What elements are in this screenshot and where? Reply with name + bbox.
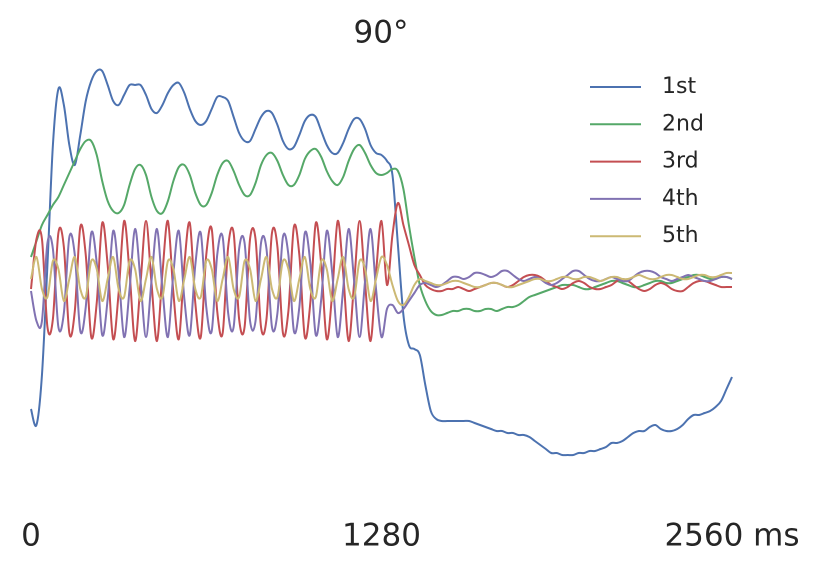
legend-label: 1st xyxy=(662,74,696,99)
series-line xyxy=(30,68,733,457)
chart-title: 90° xyxy=(354,15,409,51)
series-line xyxy=(30,255,733,307)
x-tick-label: 1280 xyxy=(342,518,421,554)
series-line xyxy=(30,201,732,343)
legend-label: 4th xyxy=(662,186,699,211)
series-line xyxy=(30,138,733,317)
x-tick-label: 2560 ms xyxy=(664,518,799,554)
legend-label: 2nd xyxy=(662,111,704,136)
legend-label: 3rd xyxy=(662,149,699,174)
series-line xyxy=(30,227,733,339)
legend-label: 5th xyxy=(662,223,699,248)
x-tick-label: 0 xyxy=(21,518,41,554)
